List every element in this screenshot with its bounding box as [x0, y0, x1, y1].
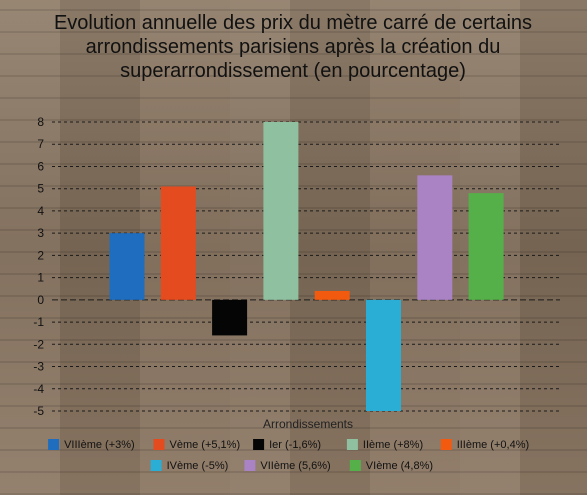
chart-title-line-3: superarrondissement (en pourcentage) [120, 60, 466, 82]
y-tick-label: 6 [37, 159, 44, 173]
legend-item: Vème (+5,1%) [153, 439, 241, 451]
legend-label: VIIIème (+3%) [64, 439, 135, 451]
chart-title: Evolution annuelle des prix du mètre car… [54, 12, 532, 82]
y-tick-label: 3 [37, 226, 44, 240]
legend-item: IIIème (+0,4%) [440, 439, 529, 451]
y-tick-label: 0 [37, 293, 44, 307]
y-tick-label: 4 [37, 204, 44, 218]
y-tick-label: 8 [37, 115, 44, 129]
legend-item: IIème (+8%) [346, 439, 423, 451]
legend-label: VIème (4,8%) [366, 460, 433, 472]
legend-item: IVème (-5%) [150, 460, 229, 472]
y-tick-label: -2 [33, 337, 44, 351]
bar-5 [314, 290, 350, 300]
chart-title-line-2: arrondissements parisiens après la créat… [86, 36, 501, 58]
legend-label: IIIème (+0,4%) [457, 439, 529, 451]
y-tick-label: 1 [37, 271, 44, 285]
y-tick-label: 7 [37, 137, 44, 151]
legend: VIIIème (+3%) Vème (+5,1%) Ier (-1,6%) IIèm… [48, 439, 529, 472]
bar-3 [212, 299, 248, 336]
legend-swatch [150, 460, 162, 471]
x-axis-label: Arrondissements [263, 417, 353, 431]
legend-item: VIIIème (+3%) [48, 439, 135, 451]
bar-1 [109, 233, 145, 300]
legend-swatch [349, 460, 361, 471]
legend-swatch [153, 439, 165, 450]
legend-swatch [48, 439, 60, 450]
y-tick-label: -1 [33, 315, 44, 329]
y-tick-label: -4 [33, 382, 44, 396]
legend-item: Ier (-1,6%) [253, 439, 321, 451]
legend-item: VIIème (5,6%) [244, 460, 331, 472]
chart-title-line-1: Evolution annuelle des prix du mètre car… [54, 12, 532, 34]
bar-7 [417, 175, 453, 300]
bars [109, 122, 504, 411]
legend-swatch [440, 439, 452, 450]
y-tick-label: -3 [33, 360, 44, 374]
legend-label: Ier (-1,6%) [269, 439, 321, 451]
legend-swatch [253, 439, 265, 450]
bar-8 [468, 193, 504, 300]
legend-swatch [346, 439, 358, 450]
y-tick-label: 5 [37, 182, 44, 196]
bar-2 [160, 186, 196, 300]
legend-label: IVème (-5%) [167, 460, 229, 472]
legend-label: IIème (+8%) [363, 439, 423, 451]
y-tick-label: -5 [33, 404, 44, 418]
y-axis: 8 7 6 5 4 3 2 1 0 -1 -2 -3 -4 -5 [33, 115, 44, 418]
legend-item: VIème (4,8%) [349, 460, 433, 472]
legend-label: Vème (+5,1%) [170, 439, 241, 451]
bar-4 [263, 122, 299, 300]
y-tick-label: 2 [37, 248, 44, 262]
legend-label: VIIème (5,6%) [260, 460, 330, 472]
bar-6 [366, 299, 401, 411]
legend-swatch [244, 460, 256, 471]
